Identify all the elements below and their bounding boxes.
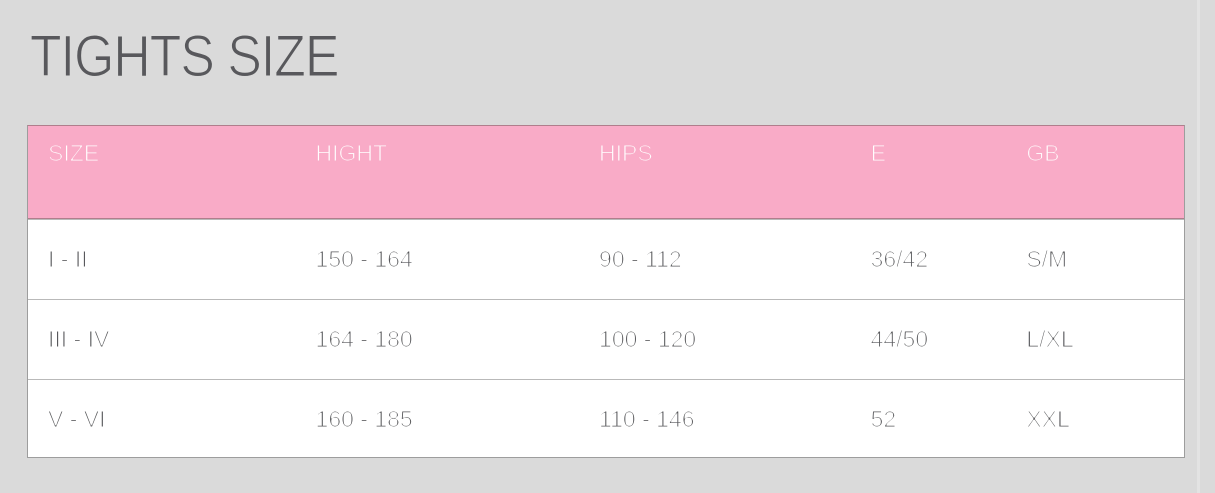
svg-text:TIGHTS SIZE: TIGHTS SIZE: [30, 23, 338, 88]
